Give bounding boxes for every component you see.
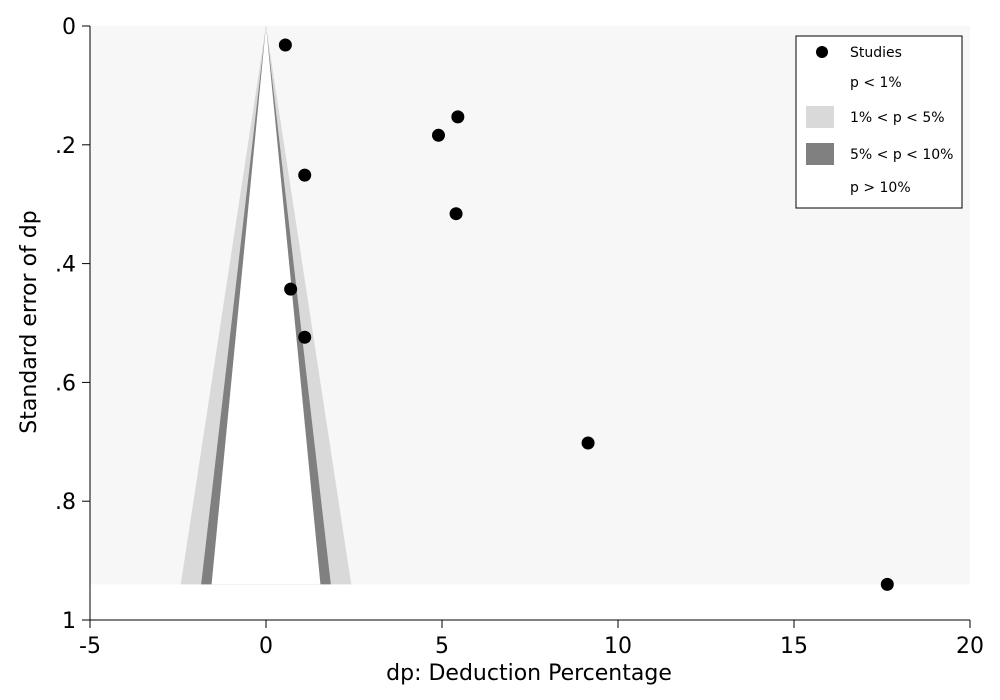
y-tick-label: .8 — [55, 490, 76, 515]
legend-label-1-5: 1% < p < 5% — [850, 110, 945, 126]
x-tick-label: -5 — [79, 634, 101, 659]
y-tick-label: .6 — [55, 371, 76, 396]
x-tick-label: 5 — [435, 634, 449, 659]
y-axis-title: Standard error of dp — [17, 210, 42, 433]
contour-region-p-gt-10 — [211, 26, 321, 585]
data-point — [284, 282, 298, 296]
y-tick-label: .4 — [55, 253, 76, 278]
data-point — [278, 38, 292, 52]
y-tick-label: .2 — [55, 134, 76, 159]
data-point — [581, 436, 595, 450]
legend-label-p-gt-10: p > 10% — [850, 180, 911, 196]
x-tick-label: 15 — [780, 634, 808, 659]
legend-label-p-lt-1: p < 1% — [850, 75, 902, 91]
data-point — [451, 110, 465, 124]
legend-label-5-10: 5% < p < 10% — [850, 147, 953, 163]
y-tick-label: 0 — [62, 15, 76, 40]
legend-swatch-5-10 — [806, 143, 834, 165]
legend: Studies p < 1% 1% < p < 5% 5% < p < 10% … — [795, 35, 963, 209]
data-point — [431, 128, 445, 142]
y-tick-label: 1 — [62, 609, 76, 634]
x-axis-title: dp: Deduction Percentage — [386, 661, 672, 686]
legend-studies-marker — [816, 46, 828, 58]
x-tick-label: 0 — [259, 634, 273, 659]
legend-swatch-1-5 — [806, 106, 834, 128]
data-point — [298, 330, 312, 344]
data-point — [449, 207, 463, 221]
legend-label-studies: Studies — [850, 45, 902, 61]
x-tick-label: 10 — [604, 634, 632, 659]
data-point — [880, 577, 894, 591]
x-tick-label: 20 — [956, 634, 984, 659]
data-point — [298, 168, 312, 182]
